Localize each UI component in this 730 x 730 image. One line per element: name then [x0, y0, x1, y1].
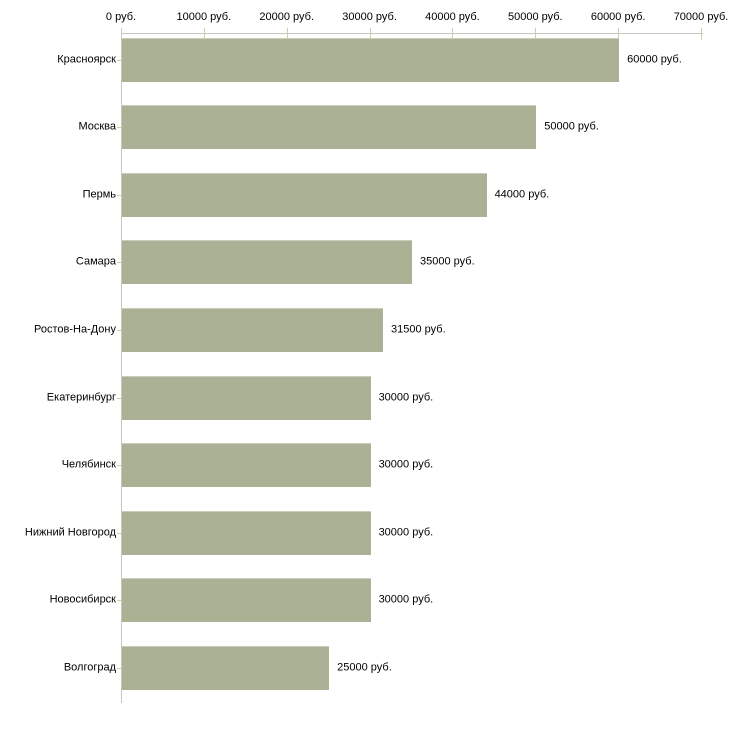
value-label: 30000 руб. — [378, 593, 434, 606]
value-label: 31500 руб. — [391, 323, 446, 336]
category-tick-mark — [117, 465, 121, 466]
bar-7 — [122, 443, 371, 488]
category-label: Пермь — [82, 188, 116, 201]
category-label: Новосибирск — [49, 593, 116, 606]
x-axis-tick-label: 0 руб. — [105, 11, 137, 23]
x-axis-tick-label: 30000 руб. — [342, 11, 397, 23]
x-axis-tick-label: 40000 руб. — [425, 11, 480, 23]
category-label: Челябинск — [61, 458, 116, 471]
x-axis-tick-mark — [618, 28, 620, 40]
value-label: 30000 руб. — [378, 391, 434, 403]
category-tick-mark — [117, 668, 121, 669]
y-axis-line — [121, 33, 122, 703]
category-tick-mark — [117, 60, 121, 61]
value-label: 50000 руб. — [544, 120, 599, 133]
category-label: Волгоград — [63, 661, 116, 674]
category-tick-mark — [117, 127, 121, 128]
x-axis-tick-mark — [203, 28, 205, 40]
bar-5 — [122, 307, 383, 352]
x-axis-tick-label: 50000 руб. — [507, 11, 563, 23]
category-tick-mark — [117, 330, 121, 331]
category-tick-mark — [117, 262, 121, 263]
bar-2 — [122, 105, 537, 150]
category-tick-mark — [117, 533, 121, 534]
bar-3 — [122, 172, 487, 217]
category-tick-mark — [117, 600, 121, 601]
category-label: Красноярск — [57, 53, 116, 65]
bar-10 — [122, 645, 330, 690]
x-axis-tick-label: 60000 руб. — [590, 11, 646, 23]
x-axis-tick-mark — [535, 28, 537, 40]
x-axis-tick-label: 20000 руб. — [259, 11, 315, 23]
category-label: Москва — [78, 120, 116, 133]
value-label: 44000 руб. — [494, 188, 550, 201]
x-axis-tick-mark — [701, 28, 702, 40]
bar-8 — [122, 510, 371, 555]
x-axis-tick-mark — [286, 28, 288, 40]
x-axis-tick-mark — [452, 28, 454, 40]
value-label: 30000 руб. — [378, 458, 434, 471]
x-axis-line — [121, 33, 703, 34]
category-label: Екатеринбург — [46, 391, 116, 403]
bar-1 — [122, 37, 620, 82]
value-label: 60000 руб. — [627, 53, 682, 65]
category-tick-mark — [117, 195, 121, 196]
value-label: 30000 руб. — [378, 526, 434, 539]
bar-9 — [122, 578, 371, 623]
category-label: Нижний Новгород — [24, 526, 116, 539]
value-label: 35000 руб. — [420, 255, 475, 268]
bar-4 — [122, 240, 412, 285]
category-label: Самара — [75, 255, 116, 268]
x-axis-tick-label: 70000 руб. — [673, 11, 729, 23]
category-tick-mark — [117, 398, 121, 399]
category-label: Ростов-На-Дону — [33, 323, 116, 336]
x-axis-tick-mark — [369, 28, 371, 40]
bar-6 — [122, 375, 371, 420]
x-axis-tick-label: 10000 руб. — [176, 11, 232, 23]
value-label: 25000 руб. — [337, 661, 392, 674]
